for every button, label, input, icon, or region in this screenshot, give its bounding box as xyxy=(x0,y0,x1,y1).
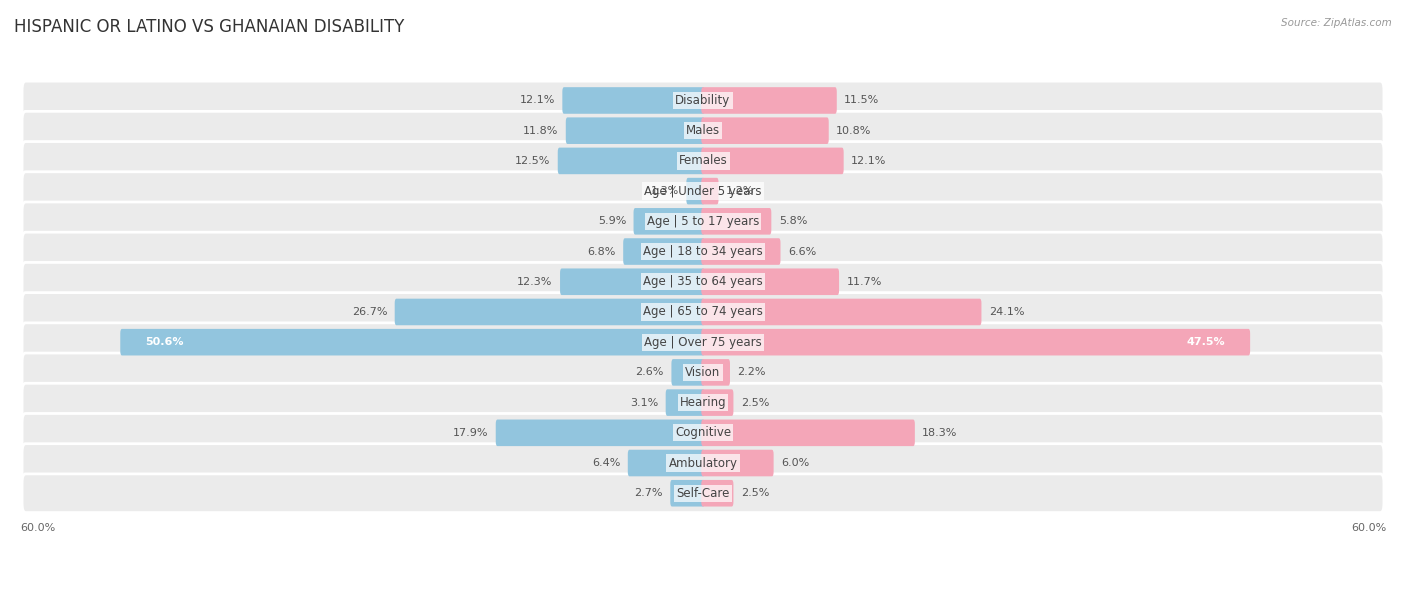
FancyBboxPatch shape xyxy=(702,147,844,174)
FancyBboxPatch shape xyxy=(702,419,915,446)
FancyBboxPatch shape xyxy=(628,450,704,476)
Text: 60.0%: 60.0% xyxy=(20,523,55,533)
Text: 17.9%: 17.9% xyxy=(453,428,488,438)
Text: 11.5%: 11.5% xyxy=(844,95,880,105)
Text: 47.5%: 47.5% xyxy=(1187,337,1226,347)
FancyBboxPatch shape xyxy=(395,299,704,325)
Text: 60.0%: 60.0% xyxy=(1351,523,1386,533)
FancyBboxPatch shape xyxy=(702,269,839,295)
Text: 2.6%: 2.6% xyxy=(636,367,664,378)
FancyBboxPatch shape xyxy=(560,269,704,295)
Text: 1.3%: 1.3% xyxy=(651,186,679,196)
Text: 6.4%: 6.4% xyxy=(592,458,620,468)
Text: 5.9%: 5.9% xyxy=(598,216,626,226)
Text: 26.7%: 26.7% xyxy=(352,307,387,317)
FancyBboxPatch shape xyxy=(634,208,704,234)
FancyBboxPatch shape xyxy=(22,414,1384,452)
FancyBboxPatch shape xyxy=(22,353,1384,392)
Text: Disability: Disability xyxy=(675,94,731,107)
Text: Males: Males xyxy=(686,124,720,137)
FancyBboxPatch shape xyxy=(702,450,773,476)
FancyBboxPatch shape xyxy=(686,178,704,204)
Text: 12.5%: 12.5% xyxy=(515,156,550,166)
FancyBboxPatch shape xyxy=(121,329,704,356)
Text: HISPANIC OR LATINO VS GHANAIAN DISABILITY: HISPANIC OR LATINO VS GHANAIAN DISABILIT… xyxy=(14,18,405,36)
Text: 1.2%: 1.2% xyxy=(725,186,755,196)
FancyBboxPatch shape xyxy=(496,419,704,446)
Text: Age | 18 to 34 years: Age | 18 to 34 years xyxy=(643,245,763,258)
FancyBboxPatch shape xyxy=(22,323,1384,362)
Text: 6.0%: 6.0% xyxy=(782,458,810,468)
Text: 2.7%: 2.7% xyxy=(634,488,662,498)
Text: 6.8%: 6.8% xyxy=(588,247,616,256)
FancyBboxPatch shape xyxy=(22,141,1384,181)
FancyBboxPatch shape xyxy=(22,202,1384,241)
Text: Ambulatory: Ambulatory xyxy=(668,457,738,469)
Text: 11.7%: 11.7% xyxy=(846,277,882,287)
FancyBboxPatch shape xyxy=(562,87,704,114)
Text: 50.6%: 50.6% xyxy=(145,337,183,347)
FancyBboxPatch shape xyxy=(702,178,718,204)
Text: 12.1%: 12.1% xyxy=(519,95,555,105)
FancyBboxPatch shape xyxy=(702,359,730,386)
FancyBboxPatch shape xyxy=(702,118,828,144)
Text: 18.3%: 18.3% xyxy=(922,428,957,438)
Text: 10.8%: 10.8% xyxy=(837,125,872,136)
FancyBboxPatch shape xyxy=(22,232,1384,271)
Text: Females: Females xyxy=(679,154,727,168)
Text: Cognitive: Cognitive xyxy=(675,427,731,439)
Text: 2.2%: 2.2% xyxy=(738,367,766,378)
Text: Age | Over 75 years: Age | Over 75 years xyxy=(644,335,762,349)
FancyBboxPatch shape xyxy=(702,299,981,325)
FancyBboxPatch shape xyxy=(623,238,704,265)
Text: Age | 65 to 74 years: Age | 65 to 74 years xyxy=(643,305,763,318)
Text: 12.3%: 12.3% xyxy=(517,277,553,287)
Text: 11.8%: 11.8% xyxy=(523,125,558,136)
FancyBboxPatch shape xyxy=(702,329,1250,356)
FancyBboxPatch shape xyxy=(22,111,1384,150)
Text: 24.1%: 24.1% xyxy=(988,307,1025,317)
FancyBboxPatch shape xyxy=(22,474,1384,513)
Text: 6.6%: 6.6% xyxy=(787,247,817,256)
FancyBboxPatch shape xyxy=(565,118,704,144)
FancyBboxPatch shape xyxy=(702,208,772,234)
Text: Age | 35 to 64 years: Age | 35 to 64 years xyxy=(643,275,763,288)
FancyBboxPatch shape xyxy=(671,480,704,507)
FancyBboxPatch shape xyxy=(22,444,1384,482)
FancyBboxPatch shape xyxy=(672,359,704,386)
FancyBboxPatch shape xyxy=(22,263,1384,301)
FancyBboxPatch shape xyxy=(702,389,734,416)
FancyBboxPatch shape xyxy=(702,87,837,114)
Text: Vision: Vision xyxy=(685,366,721,379)
Text: 2.5%: 2.5% xyxy=(741,488,769,498)
FancyBboxPatch shape xyxy=(558,147,704,174)
Text: Age | 5 to 17 years: Age | 5 to 17 years xyxy=(647,215,759,228)
Text: 3.1%: 3.1% xyxy=(630,398,658,408)
FancyBboxPatch shape xyxy=(22,293,1384,331)
Text: Hearing: Hearing xyxy=(679,396,727,409)
Text: 12.1%: 12.1% xyxy=(851,156,887,166)
Text: Age | Under 5 years: Age | Under 5 years xyxy=(644,185,762,198)
Text: Source: ZipAtlas.com: Source: ZipAtlas.com xyxy=(1281,18,1392,28)
FancyBboxPatch shape xyxy=(702,480,734,507)
FancyBboxPatch shape xyxy=(22,383,1384,422)
FancyBboxPatch shape xyxy=(22,172,1384,211)
FancyBboxPatch shape xyxy=(22,81,1384,120)
Text: 5.8%: 5.8% xyxy=(779,216,807,226)
Text: 2.5%: 2.5% xyxy=(741,398,769,408)
FancyBboxPatch shape xyxy=(702,238,780,265)
FancyBboxPatch shape xyxy=(665,389,704,416)
Text: Self-Care: Self-Care xyxy=(676,487,730,500)
